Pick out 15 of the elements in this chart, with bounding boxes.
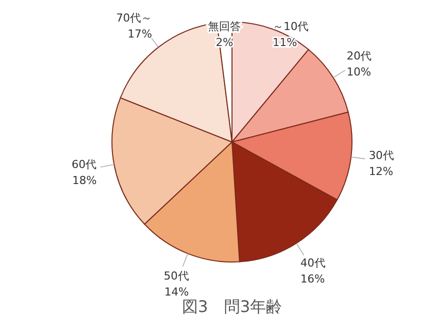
slice-label: ～10代: [272, 20, 309, 33]
slice-label: 50代: [164, 269, 189, 282]
data-label: 12%: [368, 164, 394, 178]
slice-label: 60代: [72, 158, 97, 172]
data-label: 18%: [72, 174, 97, 188]
data-label: 16%: [300, 272, 325, 286]
slice-label: 70代～: [116, 11, 152, 24]
slice-label: 30代: [368, 148, 394, 162]
data-label: 17%: [128, 27, 152, 40]
slice-label: 40代: [300, 256, 326, 270]
text: 図3 問3年齢: [182, 297, 282, 316]
slice-label: 20代: [346, 50, 372, 63]
data-label: 10%: [346, 66, 372, 79]
data-label: 14%: [164, 285, 189, 298]
data-label: 11%: [272, 36, 298, 49]
